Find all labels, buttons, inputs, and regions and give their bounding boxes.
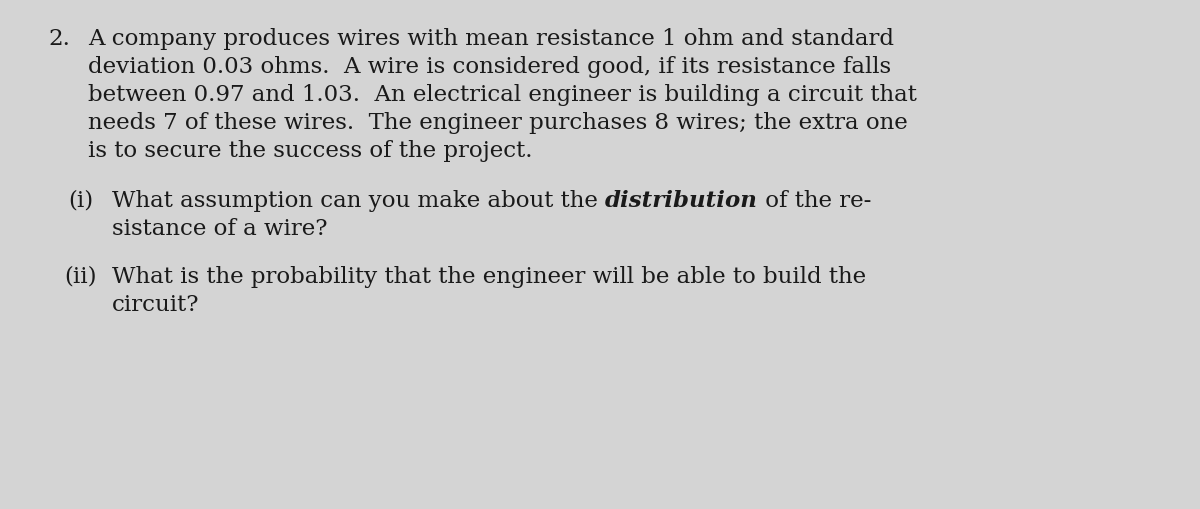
Text: (ii): (ii) — [64, 266, 96, 288]
Text: needs 7 of these wires.  The engineer purchases 8 wires; the extra one: needs 7 of these wires. The engineer pur… — [88, 112, 907, 134]
Text: of the re-: of the re- — [758, 190, 871, 212]
Text: distribution: distribution — [605, 190, 758, 212]
Text: between 0.97 and 1.03.  An electrical engineer is building a circuit that: between 0.97 and 1.03. An electrical eng… — [88, 84, 917, 106]
Text: circuit?: circuit? — [112, 293, 199, 316]
Text: (i): (i) — [68, 190, 94, 212]
Text: What assumption can you make about the: What assumption can you make about the — [112, 190, 605, 212]
Text: sistance of a wire?: sistance of a wire? — [112, 217, 328, 240]
Text: What is the probability that the engineer will be able to build the: What is the probability that the enginee… — [112, 266, 866, 288]
Text: is to secure the success of the project.: is to secure the success of the project. — [88, 140, 533, 162]
Text: A company produces wires with mean resistance 1 ohm and standard: A company produces wires with mean resis… — [88, 28, 894, 50]
Text: 2.: 2. — [48, 28, 70, 50]
Text: deviation 0.03 ohms.  A wire is considered good, if its resistance falls: deviation 0.03 ohms. A wire is considere… — [88, 56, 892, 78]
